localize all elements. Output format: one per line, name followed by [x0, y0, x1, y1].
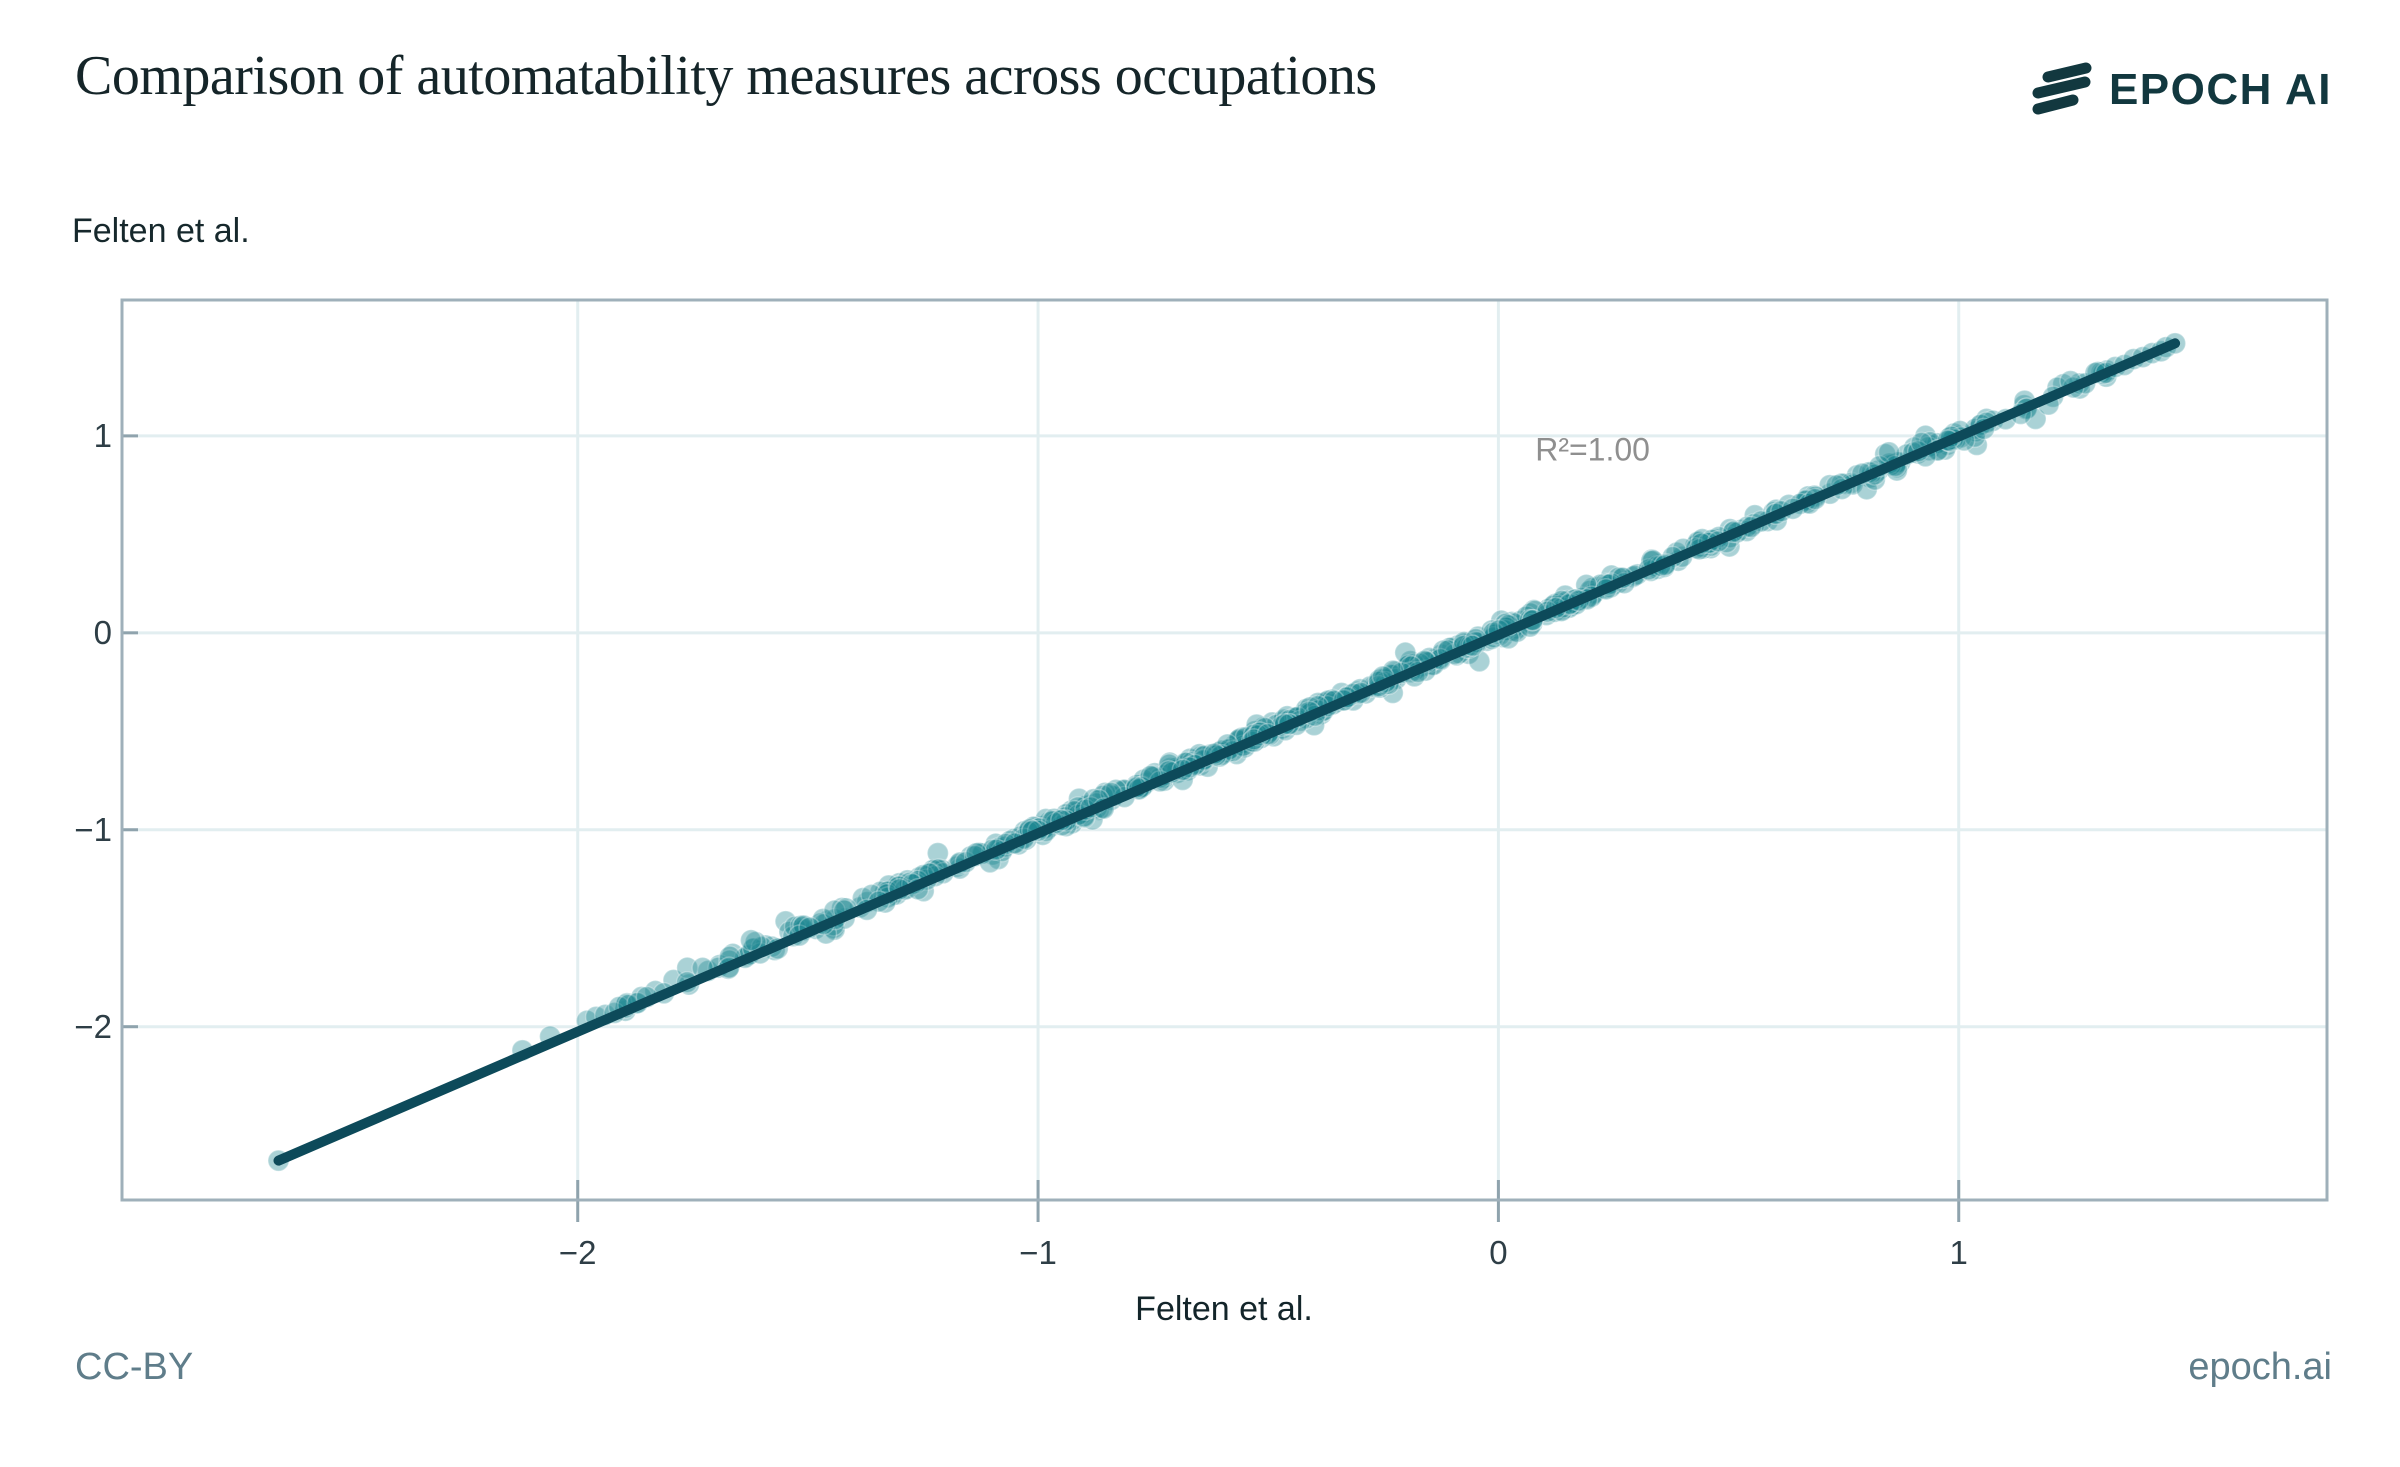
y-tick-label: −1 — [74, 810, 112, 848]
epoch-logo-icon — [2032, 62, 2092, 115]
fit-line — [273, 338, 2181, 1166]
license-label: CC-BY — [75, 1346, 194, 1388]
gridlines — [122, 300, 2327, 1200]
x-axis-title: Felten et al. — [1135, 1290, 1313, 1328]
y-tick-label: −2 — [74, 1007, 112, 1045]
epoch-site-link[interactable]: epoch.ai — [2188, 1346, 2332, 1388]
r-squared-annotation: R²=1.00 — [1535, 431, 1650, 468]
brand-lockup: EPOCH AI — [2031, 62, 2332, 118]
x-tick-label: −1 — [1019, 1234, 1057, 1271]
scatter-points — [267, 332, 2187, 1172]
brand-wordmark: EPOCH AI — [2108, 65, 2332, 114]
x-tick-label: −2 — [558, 1234, 597, 1271]
plot-border — [120, 298, 2329, 1202]
x-tick-label: 1 — [1949, 1234, 1968, 1271]
x-tick-label: 0 — [1489, 1234, 1508, 1271]
y-tick-label: 1 — [93, 416, 112, 454]
page-title: Comparison of automatability measures ac… — [75, 45, 1377, 107]
y-axis-title: Felten et al. — [72, 212, 250, 250]
y-tick-label: 0 — [93, 613, 112, 651]
